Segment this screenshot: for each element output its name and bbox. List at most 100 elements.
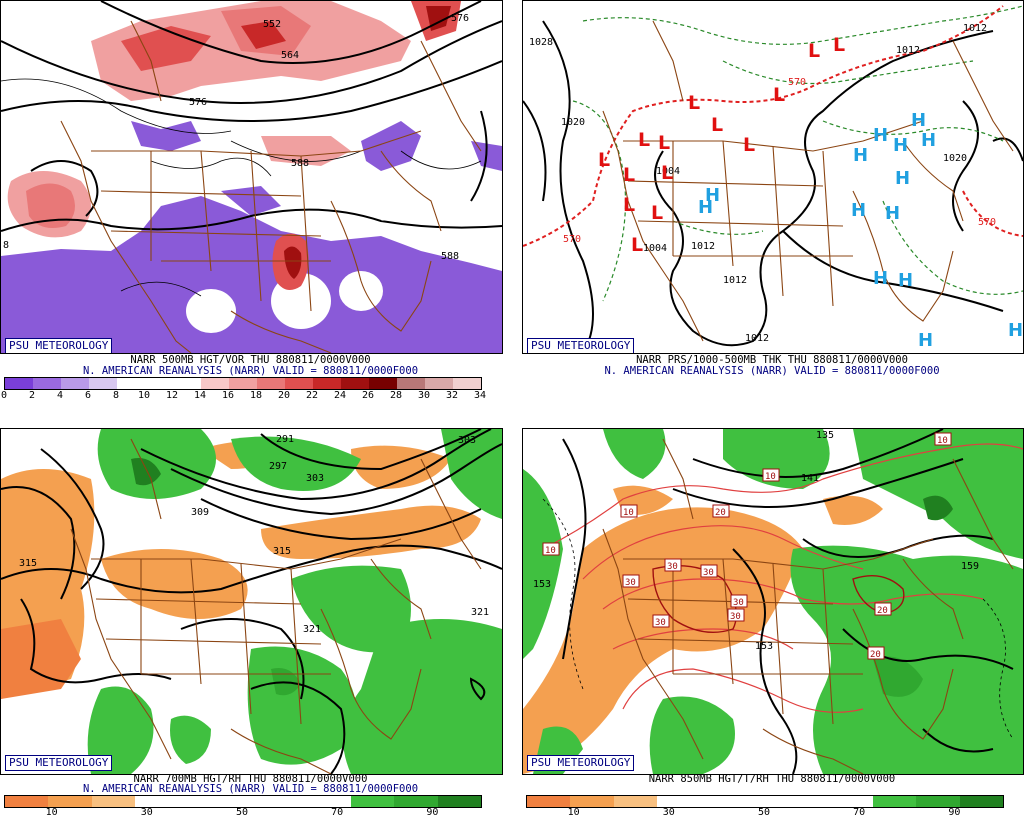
isotherm-label: 10 xyxy=(762,468,780,482)
colorbar-tick-label: 70 xyxy=(853,807,866,818)
contour-label: 303 xyxy=(306,473,324,484)
contour-label: 1020 xyxy=(943,153,967,164)
contour-labels: 552 564 576 576 588 588 8 xyxy=(3,13,469,262)
isotherm-label: 30 xyxy=(730,594,748,608)
thickness-label: 570 xyxy=(563,234,581,245)
colorbar-tick-label: 22 xyxy=(305,390,319,401)
contour-label: 576 xyxy=(451,13,469,24)
colorbar-swatch xyxy=(425,378,453,389)
contour-label: 1028 xyxy=(529,37,553,48)
svg-text:20: 20 xyxy=(870,650,881,660)
psu-meteorology-logo: PSU METEOROLOGY xyxy=(527,755,635,771)
map-850mb: 135 141 153 153 159 10 10 10 10 20 30 30 30 30 30… xyxy=(523,429,1023,774)
map-700mb: 291 297 303 303 309 315 315 321 321 xyxy=(1,429,502,774)
svg-text:10: 10 xyxy=(765,472,776,482)
colorbar-tick-label: 90 xyxy=(948,807,961,818)
svg-text:30: 30 xyxy=(733,598,744,608)
contour-labels: 291 297 303 303 309 315 315 321 321 xyxy=(19,434,489,635)
colorbar-tick-label: 18 xyxy=(249,390,263,401)
colorbar-swatch xyxy=(916,796,960,807)
rh-colorbar-850 xyxy=(526,795,1004,808)
contour-label: 153 xyxy=(533,579,551,590)
rh-colorbar xyxy=(4,795,482,808)
svg-text:30: 30 xyxy=(655,618,666,628)
panel-1-valid-caption: N. AMERICAN REANALYSIS (NARR) VALID = 88… xyxy=(82,365,419,377)
colorbar-swatch xyxy=(134,796,179,807)
colorbar-swatch xyxy=(570,796,614,807)
high-pressure-icon: H xyxy=(921,130,936,151)
panel-sea-level-pressure-thickness: 1028 1020 1012 1012 1012 1012 1020 1004 … xyxy=(522,0,1024,354)
contour-label: 291 xyxy=(276,434,294,445)
panel-500mb-vorticity: 552 564 576 576 588 588 8 PSU METEOROLOG… xyxy=(0,0,503,354)
colorbar-tick-label: 10 xyxy=(567,807,580,818)
colorbar-swatch xyxy=(178,796,222,807)
colorbar-swatch xyxy=(307,796,352,807)
high-pressure-icon: H xyxy=(851,200,866,221)
colorbar-swatch xyxy=(5,796,49,807)
colorbar-swatch xyxy=(89,378,117,389)
contour-labels: 135 141 153 153 159 xyxy=(533,430,979,652)
isotherm-label: 20 xyxy=(867,646,885,660)
colorbar-tick-label: 90 xyxy=(426,807,439,818)
vorticity-colorbar xyxy=(4,377,482,390)
colorbar-tick-label: 26 xyxy=(361,390,375,401)
contour-label: 321 xyxy=(303,624,321,635)
high-pressure-icon: H xyxy=(918,330,933,351)
colorbar-tick-label: 24 xyxy=(333,390,347,401)
colorbar-swatch xyxy=(5,378,33,389)
colorbar-tick-label: 30 xyxy=(417,390,431,401)
panel-3-valid-caption: N. AMERICAN REANALYSIS (NARR) VALID = 88… xyxy=(82,783,419,795)
contour-label: 315 xyxy=(273,546,291,557)
svg-text:30: 30 xyxy=(667,562,678,572)
contour-labels: 1028 1020 1012 1012 1012 1012 1020 1004 … xyxy=(529,23,996,344)
colorbar-swatch xyxy=(48,796,92,807)
high-pressure-icon: H xyxy=(698,197,713,218)
panel-850mb-temp-rh: 135 141 153 153 159 10 10 10 10 20 30 30 30 30 30… xyxy=(522,428,1024,775)
contour-label: 1012 xyxy=(963,23,987,34)
colorbar-swatch xyxy=(786,796,830,807)
panel-4-caption: NARR 850MB HGT/T/RH THU 880811/0000V000 xyxy=(648,773,896,785)
high-pressure-icon: H xyxy=(853,145,868,166)
colorbar-tick-label: 6 xyxy=(84,390,92,401)
colorbar-tick-label: 8 xyxy=(112,390,120,401)
contour-label: 135 xyxy=(816,430,834,441)
panel-2-valid-caption: N. AMERICAN REANALYSIS (NARR) VALID = 88… xyxy=(604,365,940,377)
colorbar-swatch xyxy=(829,796,874,807)
contour-label: 588 xyxy=(291,158,309,169)
colorbar-tick-label: 12 xyxy=(165,390,179,401)
contour-label: 141 xyxy=(801,473,819,484)
contour-label: 1020 xyxy=(561,117,585,128)
isotherm-label: 30 xyxy=(700,564,718,578)
contour-label: 1012 xyxy=(896,45,920,56)
isotherm-label: 30 xyxy=(727,608,745,622)
high-pressure-icon: H xyxy=(911,110,926,131)
svg-text:10: 10 xyxy=(623,508,634,518)
colorbar-swatch xyxy=(285,378,313,389)
colorbar-tick-label: 32 xyxy=(445,390,459,401)
high-pressure-icon: H xyxy=(705,185,720,206)
contour-label: 309 xyxy=(191,507,209,518)
colorbar-swatch xyxy=(873,796,917,807)
colorbar-tick-label: 10 xyxy=(45,807,58,818)
rh-colorbar-ticks: 10 30 50 70 90 xyxy=(4,807,480,819)
high-pressure-icon: H xyxy=(898,270,913,291)
colorbar-swatch xyxy=(173,378,201,389)
low-pressure-markers: L L L L L L L L L L L L L L xyxy=(598,34,845,256)
isotherm-label: 10 xyxy=(542,542,560,556)
panel-2-caption: NARR PRS/1000-500MB THK THU 880811/0000V… xyxy=(636,354,908,366)
low-pressure-icon: L xyxy=(688,92,700,114)
colorbar-tick-label: 70 xyxy=(331,807,344,818)
low-pressure-icon: L xyxy=(773,84,785,106)
low-pressure-icon: L xyxy=(711,114,723,136)
colorbar-swatch xyxy=(397,378,425,389)
svg-text:20: 20 xyxy=(715,508,726,518)
colorbar-swatch xyxy=(33,378,61,389)
colorbar-tick-label: 20 xyxy=(277,390,291,401)
high-pressure-markers: H H H H H H H H H H H H H H xyxy=(698,110,1023,351)
contour-label: 159 xyxy=(961,561,979,572)
psu-meteorology-logo: PSU METEOROLOGY xyxy=(5,755,113,771)
rh-colorbar-850-ticks: 10 30 50 70 90 xyxy=(526,807,1002,819)
colorbar-swatch xyxy=(264,796,308,807)
colorbar-tick-label: 30 xyxy=(140,807,153,818)
high-pressure-icon: H xyxy=(885,203,900,224)
